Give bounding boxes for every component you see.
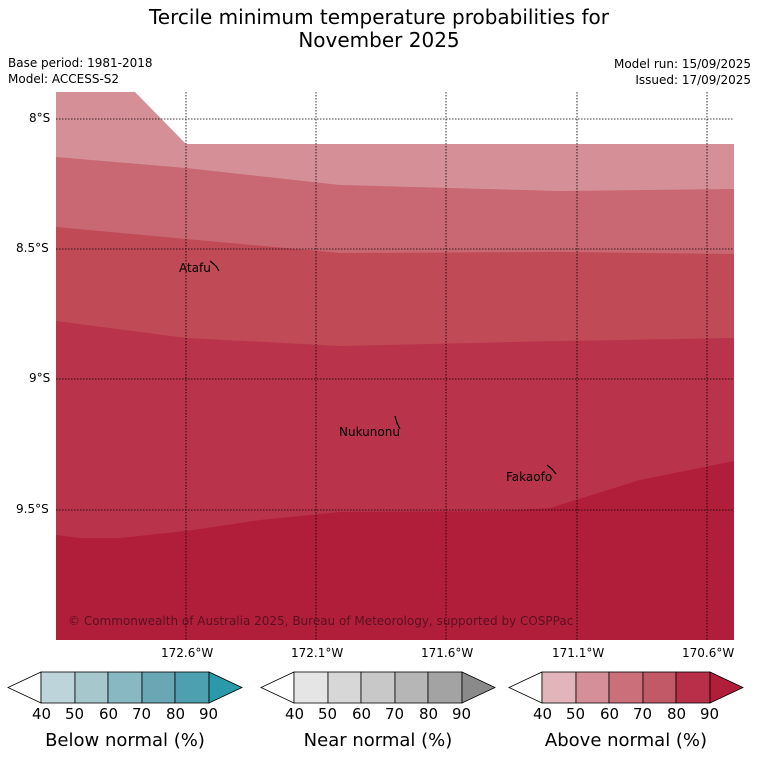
fakaofo-island-shape — [546, 464, 557, 475]
lon-tick-label: 171.6°W — [421, 646, 474, 660]
lon-tick-label: 171.1°W — [552, 646, 605, 660]
colorbar-tick: 50 — [566, 705, 586, 723]
lat-tick-label: 8.5°S — [16, 241, 49, 255]
lat-tick-label: 8°S — [29, 111, 51, 125]
lat-tick-label: 9°S — [29, 371, 51, 385]
place-label-atafu: Atafu — [179, 261, 211, 275]
nukunonu-island-shape — [394, 415, 401, 430]
colorbar-near-normal — [260, 671, 496, 704]
place-label-nukunonu: Nukunonu — [339, 425, 400, 439]
colorbar-tick: 90 — [700, 705, 720, 723]
copyright-text: © Commonwealth of Australia 2025, Bureau… — [68, 614, 574, 628]
issued-label: Issued: 17/09/2025 — [635, 73, 751, 87]
chart-title-line1: Tercile minimum temperature probabilitie… — [148, 5, 610, 29]
chart-title-line2: November 2025 — [298, 28, 460, 52]
colorbar-tick: 40 — [32, 705, 52, 723]
colorbar-tick: 80 — [419, 705, 439, 723]
model-label: Model: ACCESS-S2 — [8, 72, 120, 86]
colorbar-tick: 50 — [65, 705, 85, 723]
colorbar-above-normal — [508, 671, 744, 704]
place-label-fakaofo: Fakaofo — [506, 470, 553, 484]
colorbar-tick: 90 — [199, 705, 219, 723]
colorbar-tick: 50 — [318, 705, 338, 723]
band-80-90 — [56, 461, 734, 640]
lon-tick-label: 170.6°W — [682, 646, 735, 660]
colorbar-tick: 60 — [600, 705, 620, 723]
colorbar-tick: 70 — [132, 705, 152, 723]
colorbar-below-normal — [7, 671, 243, 704]
colorbar-tick: 40 — [533, 705, 553, 723]
colorbar-tick: 60 — [99, 705, 119, 723]
lon-tick-label: 172.1°W — [291, 646, 344, 660]
colorbar-title-near: Near normal (%) — [303, 730, 453, 751]
base-period-label: Base period: 1981-2018 — [8, 56, 153, 70]
colorbar-tick: 60 — [352, 705, 372, 723]
colorbar-tick: 40 — [285, 705, 305, 723]
colorbar-title-below: Below normal (%) — [45, 730, 205, 751]
atafu-island-shape — [209, 260, 220, 272]
lon-tick-label: 172.6°W — [161, 646, 214, 660]
colorbar-tick: 80 — [166, 705, 186, 723]
lat-tick-label: 9.5°S — [16, 502, 49, 516]
model-run-label: Model run: 15/09/2025 — [613, 57, 751, 71]
colorbar-tick: 80 — [667, 705, 687, 723]
colorbar-tick: 70 — [633, 705, 653, 723]
colorbar-tick: 90 — [452, 705, 472, 723]
colorbar-title-above: Above normal (%) — [544, 730, 708, 751]
colorbar-tick: 70 — [385, 705, 405, 723]
